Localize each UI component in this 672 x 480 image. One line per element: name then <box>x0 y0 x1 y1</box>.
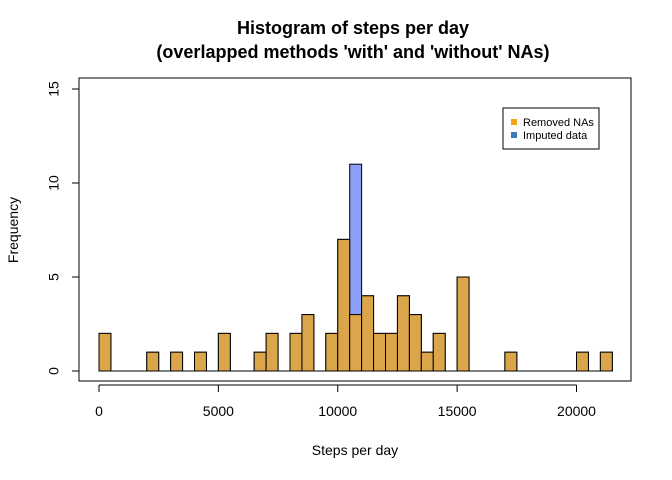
bar-removed-nas <box>361 295 375 372</box>
x-axis: 0 5000 10000 15000 20000 <box>95 384 596 419</box>
bar-removed-nas <box>349 314 363 372</box>
removed-nas-series <box>98 238 613 372</box>
bar-removed-nas <box>170 351 184 372</box>
bar-removed-nas <box>146 351 160 372</box>
bar-removed-nas <box>373 332 386 372</box>
legend-label-imputed-data: Imputed data <box>523 130 588 142</box>
bar-removed-nas <box>194 351 207 372</box>
legend: Removed NAs Imputed data <box>502 107 600 150</box>
x-tick-label: 20000 <box>557 403 596 419</box>
y-tick-label: 5 <box>46 273 62 281</box>
y-tick-label: 0 <box>46 367 62 375</box>
bar-removed-nas <box>385 332 398 372</box>
x-tick-label: 15000 <box>438 403 477 419</box>
x-axis-label: Steps per day <box>312 442 398 458</box>
chart-title: Histogram of steps per day <box>237 18 469 38</box>
x-tick-label: 5000 <box>203 403 234 419</box>
bar-removed-nas <box>504 351 518 372</box>
x-tick-label: 10000 <box>318 403 357 419</box>
legend-label-removed-nas: Removed NAs <box>523 117 594 129</box>
bar-removed-nas <box>301 314 315 372</box>
bar-removed-nas <box>289 332 303 372</box>
y-tick-label: 15 <box>46 81 62 97</box>
y-axis-label: Frequency <box>5 197 21 263</box>
bar-removed-nas <box>337 238 351 372</box>
bar-removed-nas <box>265 332 279 372</box>
bar-removed-nas <box>217 332 231 372</box>
y-tick-label: 10 <box>46 175 62 191</box>
bar-removed-nas <box>420 351 434 372</box>
chart-subtitle: (overlapped methods 'with' and 'without'… <box>156 42 549 62</box>
bar-removed-nas <box>253 351 267 372</box>
x-tick-label: 0 <box>95 403 103 419</box>
bar-removed-nas <box>456 276 470 372</box>
bar-removed-nas <box>325 332 339 372</box>
y-axis: 0 5 10 15 <box>46 81 80 375</box>
bar-removed-nas <box>98 332 112 372</box>
bar-removed-nas <box>576 351 589 372</box>
bar-removed-nas <box>599 351 613 372</box>
legend-swatch-removed-nas <box>511 119 517 125</box>
bar-removed-nas <box>432 332 446 372</box>
bar-removed-nas <box>408 314 422 372</box>
legend-box <box>502 107 600 150</box>
bar-removed-nas <box>396 295 410 372</box>
legend-swatch-imputed-data <box>511 132 517 138</box>
